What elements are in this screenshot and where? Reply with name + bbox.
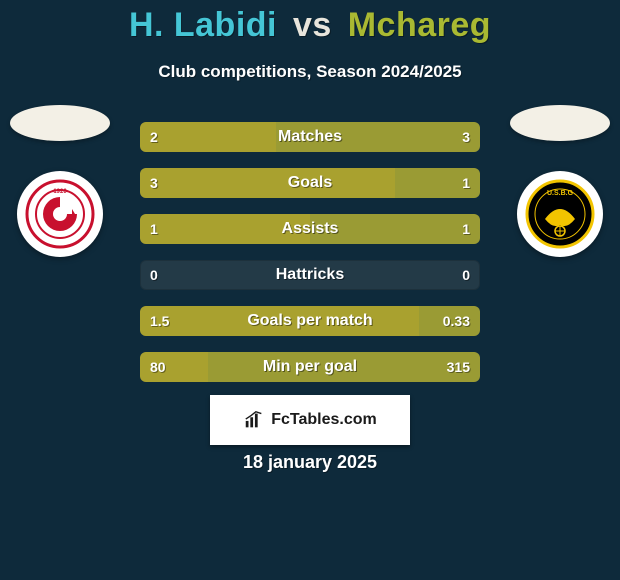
right-club-badge: U.S.B.G bbox=[517, 171, 603, 257]
svg-text:1920: 1920 bbox=[53, 189, 67, 195]
stat-row: 00Hattricks bbox=[140, 260, 480, 290]
source-badge: FcTables.com bbox=[210, 395, 410, 445]
comparison-title: H. Labidi vs Mchareg bbox=[0, 6, 620, 45]
player2-name: Mchareg bbox=[348, 6, 491, 44]
stat-row: 11Assists bbox=[140, 214, 480, 244]
stat-label: Hattricks bbox=[140, 260, 480, 290]
svg-text:U.S.B.G: U.S.B.G bbox=[547, 190, 574, 197]
right-player-column: U.S.B.G bbox=[510, 105, 610, 285]
stat-label: Goals per match bbox=[140, 306, 480, 336]
source-badge-text: FcTables.com bbox=[271, 411, 377, 429]
stat-label: Goals bbox=[140, 168, 480, 198]
date-text: 18 january 2025 bbox=[0, 452, 620, 473]
player1-name: H. Labidi bbox=[129, 6, 277, 44]
vs-separator: vs bbox=[287, 6, 338, 44]
stat-label: Min per goal bbox=[140, 352, 480, 382]
left-player-column: 1920 bbox=[10, 105, 110, 285]
infographic-canvas: H. Labidi vs Mchareg Club competitions, … bbox=[0, 0, 620, 580]
subtitle-text: Club competitions, Season 2024/2025 bbox=[0, 62, 620, 82]
stat-bars-container: 23Matches 31Goals 11Assists 00Hattricks 1.50… bbox=[140, 122, 480, 398]
left-club-badge: 1920 bbox=[17, 171, 103, 257]
right-player-silhouette bbox=[510, 105, 610, 141]
right-club-icon: U.S.B.G bbox=[525, 179, 595, 249]
stat-label: Matches bbox=[140, 122, 480, 152]
left-player-silhouette bbox=[10, 105, 110, 141]
chart-icon bbox=[243, 409, 265, 431]
stat-row: 1.50.33Goals per match bbox=[140, 306, 480, 336]
left-club-icon: 1920 bbox=[25, 179, 95, 249]
stat-row: 31Goals bbox=[140, 168, 480, 198]
stat-label: Assists bbox=[140, 214, 480, 244]
stat-row: 23Matches bbox=[140, 122, 480, 152]
stat-row: 80315Min per goal bbox=[140, 352, 480, 382]
